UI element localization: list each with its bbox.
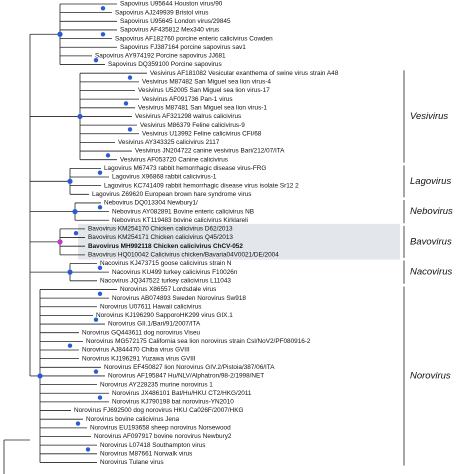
node — [77, 113, 83, 120]
leaf-label: Sapovirus AJ249939 Bristol virus — [115, 9, 208, 16]
leaf-label: Vesivirus M87481 San Miguel sea lion vir… — [138, 104, 267, 111]
leaf-label: Vesivirus U52005 San Miguel sea lion vir… — [138, 87, 270, 94]
leaf-label: Vesivirus AF053720 Canine calicivirus — [120, 156, 228, 163]
node — [57, 31, 63, 37]
node — [73, 231, 79, 236]
node — [75, 421, 81, 426]
genus-label: Norovirus — [410, 370, 451, 381]
leaf-label: Norovirus M87661 Norwalk virus — [100, 450, 192, 457]
node — [93, 369, 99, 374]
leaf-label: Vesivirus AF091736 Pan-1 virus — [142, 96, 233, 103]
leaf-label: Norovirus Tulane virus — [100, 459, 164, 466]
leaf-label: Vesivirus JN204722 canine vesivirus Bari… — [135, 148, 285, 155]
leaf-label: Norovirus GQ443611 dog norovirus Viseu — [82, 329, 201, 336]
node — [123, 101, 129, 106]
leaf-label: Bavovirus HQ010042 Calicivirus chicken/B… — [88, 252, 279, 259]
leaf-label: Lagovirus M67473 rabbit hemorrhagic dise… — [104, 165, 266, 172]
leaf-label: Norovirus bovine calicivirus Jena — [86, 416, 180, 423]
node — [57, 239, 63, 245]
leaf-label: Sapovirus U95645 London virus/29845 — [120, 18, 231, 25]
leaf-label: Nebovirus DQ013304 Newbury1/ — [104, 200, 198, 207]
leaf-label: Nacovirus JQ347522 turkey calicivirus L1… — [100, 277, 231, 284]
genus-label: Nebovirus — [410, 206, 453, 217]
leaf-label: Lagovirus KC741409 rabbit hemorrhagic di… — [104, 182, 299, 189]
leaf-label: Norovirus AF195847 Hu/NLV/Alphatron/98-2… — [108, 373, 264, 380]
genus-label: Vesivirus — [410, 111, 448, 122]
node — [97, 395, 103, 400]
leaf-label: Sapovirus AY974192 Porcine sapovirus JJ6… — [95, 53, 226, 60]
leaf-label: Sapovirus AF435812 Mex340 virus — [120, 27, 219, 34]
node — [97, 170, 103, 175]
leaf-label: Norovirus EU193658 sheep norovirus Norse… — [90, 425, 231, 432]
leaf-label: Norovirus U07611 Hawaii calicivirus — [100, 303, 201, 310]
leaf-label: Norovirus JX486101 Bat/Hu/HKU CT2/HKG/20… — [112, 390, 252, 397]
genus-label: Lagovirus — [410, 176, 451, 187]
leaf-label: Vesivirus AY343325 calicivirus 2117 — [118, 139, 220, 146]
leaf-label: Bavovirus KM254170 Chicken calicivirus D… — [88, 226, 233, 233]
node — [127, 127, 133, 132]
node — [100, 32, 106, 37]
leaf-label: Norovirus FJ692500 dog norovirus HKU Ca0… — [74, 407, 243, 414]
leaf-label: Norovirus KJ790198 bat norovirus-YN2010 — [112, 399, 234, 406]
leaf-label: Norovirus L07418 Southampton virus — [100, 442, 206, 449]
leaf-label: Vesivirus AF321298 walrus calicivirus — [135, 113, 241, 120]
leaf-label: Sapovirus U95644 Houston virus/90 — [120, 1, 223, 8]
leaf-label: Norovirus X86557 Lordsdale virus — [120, 286, 216, 293]
leaf-label: Sapovirus DQ359100 Porcine sapovirus — [108, 61, 222, 68]
leaf-label: Vesivirus M86379 Feline calicivirus-9 — [140, 122, 245, 129]
leaf-label: Bavovirus MH992118 Chicken calicivirus C… — [88, 243, 243, 250]
node — [72, 209, 78, 215]
leaf-label: Nebovirus AY082891 Bovine enteric calici… — [112, 208, 254, 215]
node — [67, 269, 73, 275]
node — [93, 317, 99, 322]
leaf-label: Norovirus AB074893 Sweden Norovirus Sw91… — [112, 295, 246, 302]
node — [105, 153, 111, 158]
leaf-label: Bavovirus KM254171 Chicken calicivirus Q… — [88, 234, 233, 241]
leaf-label: Nacovirus KJ473715 goose calicivirus str… — [100, 260, 232, 267]
highlight-box — [78, 223, 400, 260]
leaf-label: Lagovirus Z69620 European brown hare syn… — [92, 191, 252, 198]
leaf-label: Norovirus EF450827 lion Norovirus GIV.2/… — [104, 364, 275, 371]
node — [97, 291, 103, 296]
leaf-label: Nebovirus KT119483 bovine calicivirus Ki… — [112, 217, 248, 224]
leaf-label: Lagovirus X96868 rabbit calicivirus-1 — [112, 174, 217, 181]
leaf-label: Vesivirus M87482 San Miguel sea lion vir… — [142, 79, 271, 86]
node — [97, 205, 103, 210]
leaf-label: Norovirus AY228235 murine norovirus 1 — [100, 381, 213, 388]
leaf-label: Sapovirus FJ387164 porcine sapovirus sav… — [120, 44, 246, 51]
leaf-label: Sapovirus AF182760 porcine enteric calic… — [115, 35, 273, 42]
genus-label: Nacovirus — [410, 267, 452, 278]
leaf-label: Vesivirus AF181082 Vesicular exanthema o… — [150, 70, 339, 77]
genus-label: Bavovirus — [410, 236, 452, 247]
node — [67, 178, 73, 184]
leaf-label: Norovirus AJ844470 Chiba virus GVIII — [82, 347, 190, 354]
leaf-label: Vesivirus U13992 Feline calicivirus CFI/… — [142, 130, 262, 137]
node — [93, 58, 99, 63]
node — [100, 6, 106, 11]
node — [127, 75, 133, 80]
leaf-label: Nacovirus KU499 turkey calicivirus F1002… — [112, 269, 238, 276]
leaf-label: Norovirus MG572175 California sea lion n… — [86, 338, 311, 345]
leaf-label: Norovirus KJ196290 SapporoHK299 virus GI… — [96, 312, 233, 319]
node — [37, 373, 43, 379]
node — [85, 447, 91, 452]
node — [97, 265, 103, 271]
node — [67, 343, 73, 348]
leaf-label: Norovirus KJ196291 Yuzawa virus GVIII — [82, 355, 196, 362]
leaf-label: Norovirus GII.1/Bari/91/2007/ITA — [108, 321, 201, 328]
leaf-label: Norovirus AF097917 bovine norovirus Newb… — [94, 433, 232, 440]
